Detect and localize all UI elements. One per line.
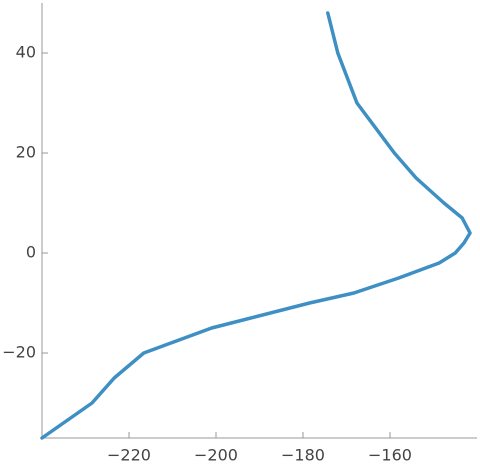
x-tick-label: −180 (281, 446, 325, 465)
x-tick-label: −220 (107, 446, 151, 465)
x-tick-label: −160 (368, 446, 412, 465)
y-tick-label: 0 (26, 243, 36, 262)
y-tick-label: 20 (16, 143, 36, 162)
y-tick-label: 40 (16, 43, 36, 62)
curve (40, 11, 472, 440)
x-tick-label: −200 (194, 446, 238, 465)
y-tick-label: −20 (2, 343, 36, 362)
